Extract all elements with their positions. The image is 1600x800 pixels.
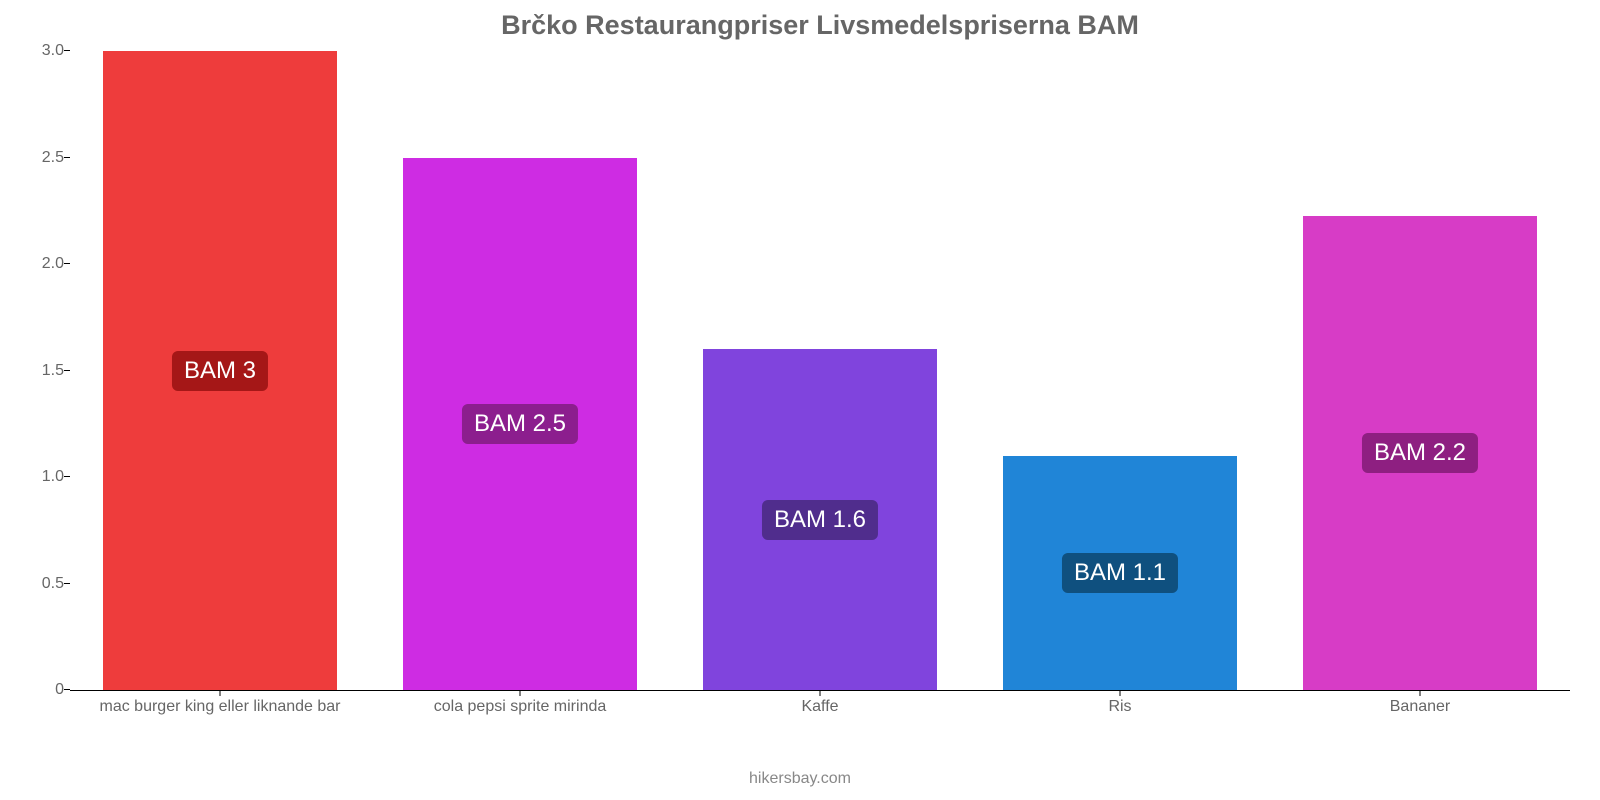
y-axis-tick-label: 1.0 (20, 468, 64, 486)
x-axis-label: Kaffe (801, 698, 838, 716)
x-axis-label: cola pepsi sprite mirinda (434, 698, 607, 716)
y-axis-tickmark (64, 370, 70, 371)
y-axis-tick-label: 0 (20, 681, 64, 699)
x-axis-tickmark (220, 690, 221, 696)
bar-value-label: BAM 1.6 (762, 500, 878, 540)
y-axis-tick-label: 2.0 (20, 255, 64, 273)
y-axis-tick-label: 3.0 (20, 42, 64, 60)
chart-footer: hikersbay.com (0, 770, 1600, 788)
y-axis-tickmark (64, 263, 70, 264)
x-axis-tickmark (820, 690, 821, 696)
x-axis-tickmark (1420, 690, 1421, 696)
y-axis-tick-label: 0.5 (20, 575, 64, 593)
y-axis-tickmark (64, 689, 70, 690)
chart-title: Brčko Restaurangpriser Livsmedelsprisern… (70, 10, 1570, 41)
bar-value-label-text: BAM 1.1 (1074, 559, 1166, 586)
bar-value-label: BAM 2.2 (1362, 433, 1478, 473)
bar-value-label-text: BAM 2.5 (474, 410, 566, 437)
x-axis-tickmark (520, 690, 521, 696)
y-axis-tick-label: 1.5 (20, 362, 64, 380)
chart-container: Brčko Restaurangpriser Livsmedelsprisern… (0, 0, 1600, 800)
x-axis-label: Bananer (1390, 698, 1451, 716)
y-axis-tickmark (64, 50, 70, 51)
y-axis-tickmark (64, 583, 70, 584)
x-axis-tickmark (1120, 690, 1121, 696)
plot-area: 00.51.01.52.02.53.0BAM 3mac burger king … (70, 51, 1570, 691)
x-axis-label: Ris (1108, 698, 1131, 716)
y-axis-tickmark (64, 157, 70, 158)
bar-value-label: BAM 3 (172, 351, 268, 391)
y-axis-tickmark (64, 476, 70, 477)
x-axis-label: mac burger king eller liknande bar (99, 698, 340, 716)
bar-value-label: BAM 1.1 (1062, 553, 1178, 593)
bar-value-label-text: BAM 1.6 (774, 506, 866, 533)
bar-value-label-text: BAM 3 (184, 357, 256, 384)
bar-value-label: BAM 2.5 (462, 404, 578, 444)
bar-value-label-text: BAM 2.2 (1374, 439, 1466, 466)
y-axis-tick-label: 2.5 (20, 149, 64, 167)
